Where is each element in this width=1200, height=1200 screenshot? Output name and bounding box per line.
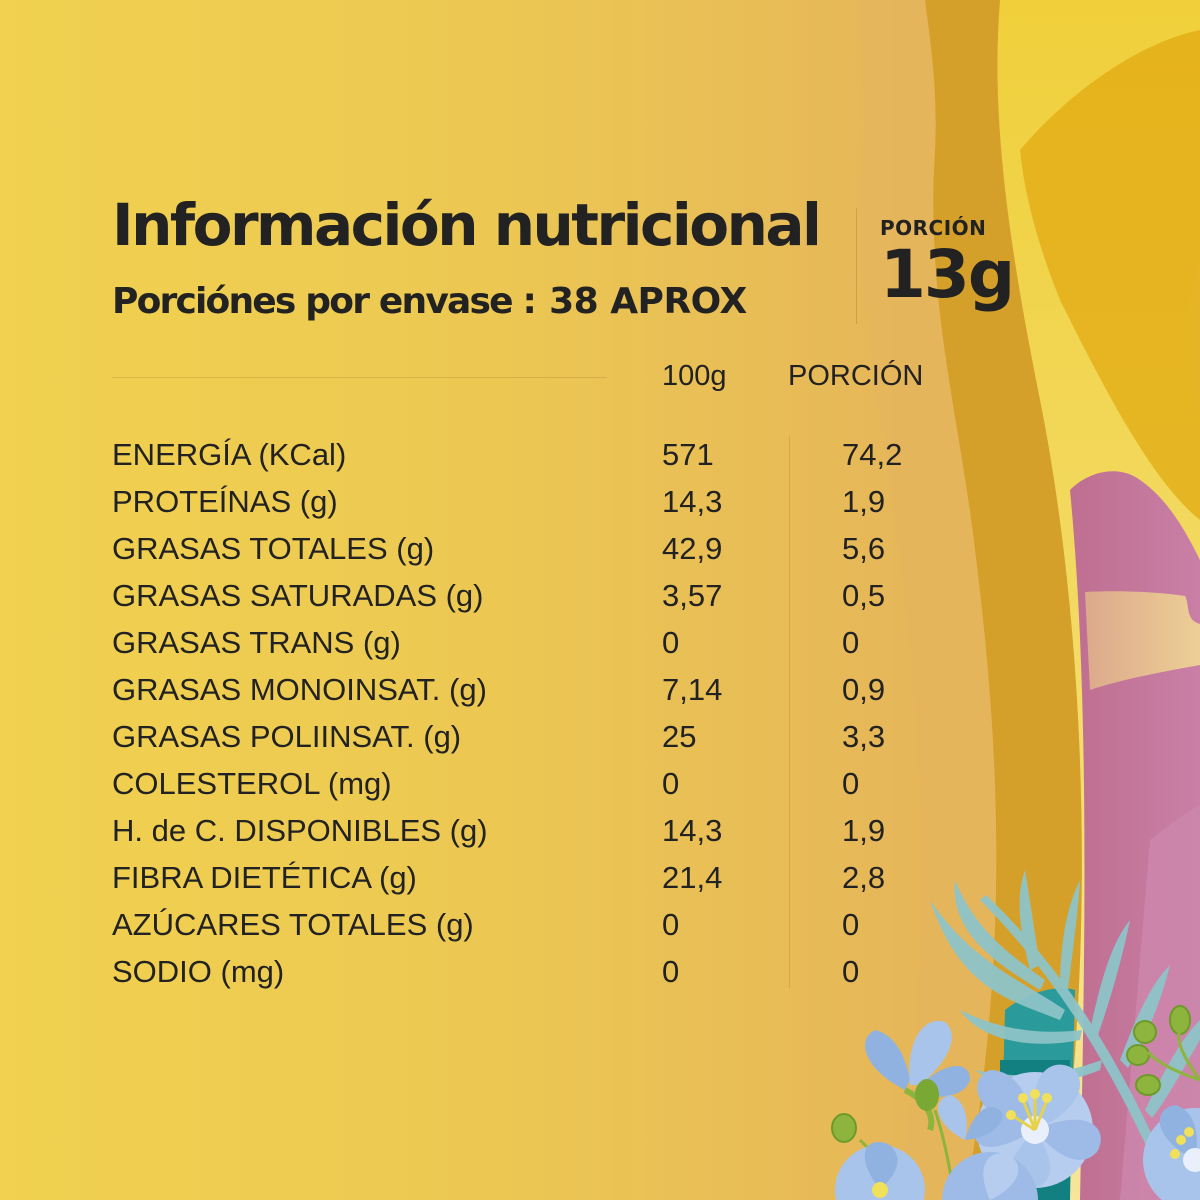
nutrient-label: GRASAS SATURADAS (g)	[112, 578, 484, 613]
nutrient-label: GRASAS TRANS (g)	[112, 625, 401, 660]
value-per-100g: 42,9	[662, 531, 723, 566]
header-divider	[856, 208, 857, 324]
palm-leaf-icon	[930, 870, 1200, 1200]
value-per-100g: 25	[662, 719, 697, 754]
column-header-portion: PORCIÓN	[788, 360, 924, 392]
portion-size-label: PORCIÓN	[880, 216, 987, 240]
nutrient-label: GRASAS POLIINSAT. (g)	[112, 719, 462, 754]
value-per-portion: 0,5	[842, 578, 886, 613]
nutrient-label: H. de C. DISPONIBLES (g)	[112, 813, 488, 848]
ochre-band-shape	[925, 0, 1082, 1200]
blue-flower-icon	[835, 1020, 1200, 1200]
page-title: Información nutricional	[112, 191, 822, 259]
value-per-portion: 0	[842, 907, 860, 942]
value-per-100g: 14,3	[662, 484, 723, 519]
value-per-100g: 14,3	[662, 813, 723, 848]
value-per-portion: 2,8	[842, 860, 886, 895]
value-per-100g: 0	[662, 766, 680, 801]
value-per-portion: 3,3	[842, 719, 886, 754]
table-row: GRASAS SATURADAS (g) 3,57 0,5	[112, 577, 932, 624]
value-per-100g: 571	[662, 437, 714, 472]
sand-stripe-shape	[1085, 591, 1200, 690]
table-row: AZÚCARES TOTALES (g) 0 0	[112, 906, 932, 953]
table-row: GRASAS POLIINSAT. (g) 25 3,3	[112, 718, 932, 765]
portion-size-box: PORCIÓN 13g	[880, 216, 1015, 313]
value-per-100g: 0	[662, 907, 680, 942]
gold-circle-shape	[1186, 260, 1200, 420]
servings-label: Porciónes por envase :	[112, 281, 537, 322]
table-header-rule	[112, 377, 607, 378]
table-row: GRASAS TOTALES (g) 42,9 5,6	[112, 530, 932, 577]
gold-arc-shape	[1020, 30, 1200, 520]
nutrient-label: PROTEÍNAS (g)	[112, 484, 338, 519]
value-per-portion: 5,6	[842, 531, 886, 566]
servings-per-container: Porciónes por envase : 38 APROX	[112, 284, 747, 320]
value-per-portion: 0	[842, 954, 860, 989]
nutrient-label: COLESTEROL (mg)	[112, 766, 392, 801]
nutrient-label: ENERGÍA (KCal)	[112, 437, 347, 472]
value-per-100g: 0	[662, 625, 680, 660]
value-per-100g: 7,14	[662, 672, 723, 707]
value-per-portion: 0,9	[842, 672, 886, 707]
flower-bud-icon	[831, 1005, 1191, 1143]
value-per-100g: 0	[662, 954, 680, 989]
value-per-portion: 1,9	[842, 484, 886, 519]
nutrient-label: AZÚCARES TOTALES (g)	[112, 907, 474, 942]
nutrient-label: SODIO (mg)	[112, 954, 285, 989]
nutrient-label: GRASAS MONOINSAT. (g)	[112, 672, 487, 707]
table-row: FIBRA DIETÉTICA (g) 21,4 2,8	[112, 859, 932, 906]
nutrition-table: ENERGÍA (KCal) 571 74,2 PROTEÍNAS (g) 14…	[112, 436, 932, 1000]
value-per-100g: 21,4	[662, 860, 723, 895]
value-per-portion: 0	[842, 625, 860, 660]
servings-value: 38 APROX	[549, 281, 747, 322]
table-row: GRASAS MONOINSAT. (g) 7,14 0,9	[112, 671, 932, 718]
portion-size-value: 13g	[880, 236, 1015, 313]
column-divider	[789, 436, 790, 988]
value-per-portion: 1,9	[842, 813, 886, 848]
table-row: SODIO (mg) 0 0	[112, 953, 932, 1000]
value-per-portion: 0	[842, 766, 860, 801]
table-row: COLESTEROL (mg) 0 0	[112, 765, 932, 812]
value-per-portion: 74,2	[842, 437, 903, 472]
table-row: GRASAS TRANS (g) 0 0	[112, 624, 932, 671]
nutrient-label: FIBRA DIETÉTICA (g)	[112, 860, 417, 895]
value-per-100g: 3,57	[662, 578, 723, 613]
table-row: PROTEÍNAS (g) 14,3 1,9	[112, 483, 932, 530]
nutrient-label: GRASAS TOTALES (g)	[112, 531, 435, 566]
table-row: H. de C. DISPONIBLES (g) 14,3 1,9	[112, 812, 932, 859]
column-header-100g: 100g	[662, 360, 727, 392]
table-row: ENERGÍA (KCal) 571 74,2	[112, 436, 932, 483]
